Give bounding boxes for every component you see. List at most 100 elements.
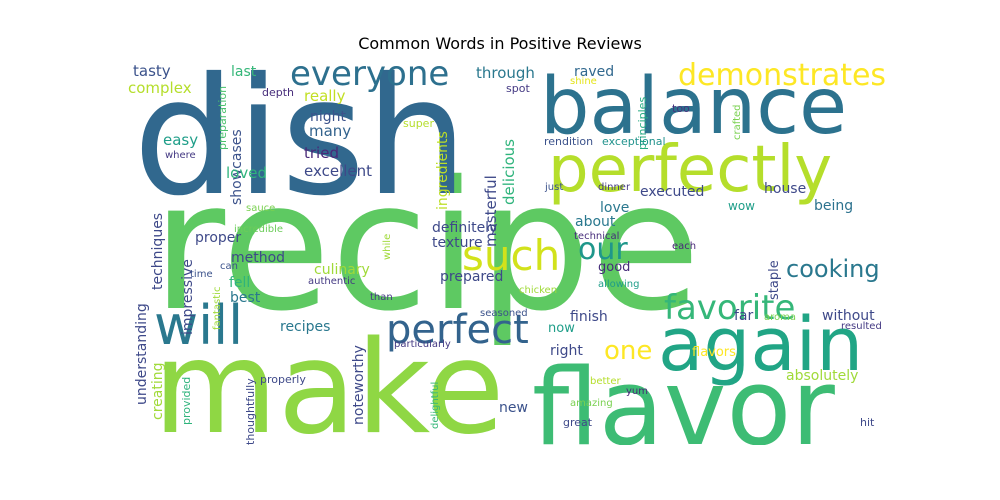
word-tasty: tasty — [133, 62, 171, 80]
word-yum: yum — [626, 386, 648, 397]
word-perfect: perfect — [386, 307, 529, 353]
word-excellent: excellent — [304, 162, 372, 180]
word-executed: executed — [640, 184, 704, 200]
word-understanding: understanding — [134, 303, 150, 405]
word-time: time — [190, 269, 213, 280]
word-texture: texture — [432, 235, 483, 251]
word-great: great — [563, 416, 593, 429]
word-amazing: amazing — [570, 398, 613, 409]
word-provided: provided — [180, 377, 193, 425]
word-favorite: favorite — [664, 288, 795, 328]
word-being: being — [814, 198, 853, 214]
word-depth: depth — [262, 86, 294, 99]
chart-title: Common Words in Positive Reviews — [358, 34, 642, 53]
word-really: really — [304, 87, 346, 105]
word-one: one — [604, 336, 652, 366]
word-perfectly: perfectly — [548, 133, 832, 207]
word-balance: balance — [540, 62, 847, 152]
word-proper: proper — [195, 230, 241, 246]
word-where: where — [165, 150, 196, 161]
word-impressive: impressive — [180, 259, 196, 335]
word-shine: shine — [570, 76, 597, 87]
word-aroma: aroma — [764, 312, 796, 323]
word-now: now — [548, 321, 575, 336]
word-dinner: dinner — [598, 182, 631, 193]
word-best: best — [230, 290, 261, 306]
word-delightful: delightful — [430, 382, 441, 429]
word-particularly: particularly — [394, 339, 451, 350]
word-dish: dish — [133, 60, 468, 232]
word-authentic: authentic — [308, 276, 355, 287]
word-many: many — [309, 122, 351, 140]
word-seasoned: seasoned — [480, 308, 528, 319]
word-while: while — [382, 234, 393, 260]
word-techniques: techniques — [150, 213, 166, 290]
word-finish: finish — [570, 309, 608, 325]
word-again: again — [658, 302, 863, 388]
word-can: can — [220, 261, 238, 272]
word-crafted: crafted — [732, 104, 743, 140]
word-preparation: preparation — [216, 86, 229, 150]
word-thoughtfully: thoughtfully — [244, 378, 257, 445]
word-flavors: flavors — [692, 345, 736, 360]
word-raved: raved — [574, 64, 614, 80]
word-right: right — [550, 343, 583, 359]
word-properly: properly — [260, 373, 306, 386]
word-make: make — [153, 314, 504, 445]
word-principles: principles — [636, 97, 649, 150]
word-loved: loved — [226, 164, 267, 182]
word-technical: technical — [574, 231, 619, 242]
word-too: too — [672, 102, 690, 115]
word-fell: fell — [229, 275, 250, 291]
word-allowing: allowing — [598, 279, 639, 290]
word-wow: wow — [728, 199, 755, 213]
word-house: house — [764, 181, 806, 197]
word-chicken: chicken — [519, 285, 557, 296]
word-method: method — [231, 250, 285, 266]
word-spot: spot — [506, 82, 530, 95]
word-tried: tried — [304, 144, 339, 162]
word-good: good — [598, 260, 630, 275]
word-about: about — [575, 214, 616, 230]
word-flavor: flavor — [532, 346, 835, 445]
word-ingredients: ingredients — [435, 131, 451, 210]
word-last: last — [231, 64, 257, 80]
word-absolutely: absolutely — [786, 368, 858, 384]
word-everyone: everyone — [290, 60, 449, 94]
word-noteworthy: noteworthy — [351, 345, 367, 425]
word-better: better — [590, 376, 621, 387]
word-demonstrates: demonstrates — [678, 60, 886, 93]
word-fantastic: fantastic — [212, 287, 223, 330]
word-will: will — [154, 294, 243, 357]
word-cloud: recipe dish make flavor balance perfectly agai… — [125, 60, 900, 445]
word-rendition: rendition — [544, 135, 593, 148]
word-culinary: culinary — [314, 262, 370, 278]
word-far: far — [734, 308, 754, 324]
word-definitely: definitely — [432, 220, 497, 236]
word-sauce: sauce — [246, 203, 275, 214]
word-delicious: delicious — [500, 139, 518, 205]
word-masterful: masterful — [482, 175, 500, 247]
word-recipe: recipe — [152, 143, 701, 350]
word-than: than — [370, 292, 393, 303]
word-new: new — [499, 400, 528, 416]
word-showcases: showcases — [229, 129, 245, 205]
word-creating: creating — [150, 363, 166, 420]
word-just: just — [544, 182, 563, 193]
word-prepared: prepared — [440, 269, 503, 285]
word-each: each — [672, 241, 696, 252]
word-through: through — [476, 64, 535, 82]
word-without: without — [822, 308, 875, 324]
word-recipes: recipes — [280, 319, 330, 335]
word-love: love — [600, 200, 629, 216]
word-complex: complex — [128, 79, 192, 97]
word-our: our — [578, 232, 628, 267]
word-such: such — [462, 231, 560, 280]
word-incredible: incredible — [234, 224, 283, 235]
word-super: super — [403, 117, 434, 130]
word-exceptional: exceptional — [602, 135, 666, 148]
word-staple: staple — [767, 260, 782, 300]
word-cooking: cooking — [786, 255, 880, 283]
word-hit: hit — [860, 416, 875, 429]
